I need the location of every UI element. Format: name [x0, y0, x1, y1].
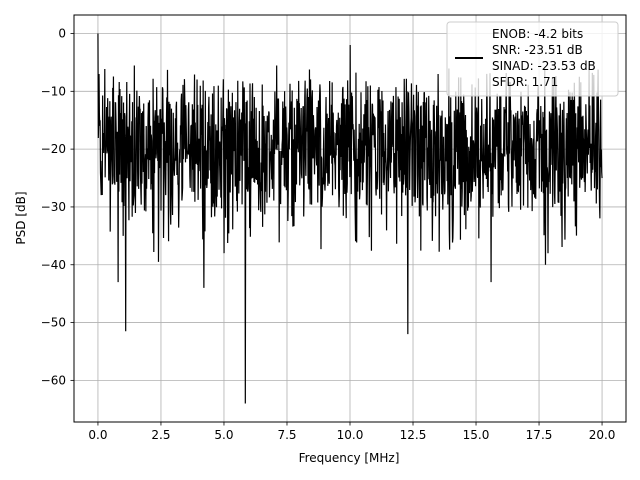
y-axis: 0 −10 −20 −30 −40 −50 −60: [41, 27, 74, 387]
x-tick-label: 10.0: [337, 428, 364, 442]
legend-entry: ENOB: -4.2 bits: [492, 27, 583, 41]
y-axis-label: PSD [dB]: [14, 191, 28, 244]
x-tick-label: 7.5: [277, 428, 296, 442]
y-tick-label: −20: [41, 142, 66, 156]
x-tick-label: 5.0: [214, 428, 233, 442]
legend-entry: SFDR: 1.71: [492, 75, 558, 89]
legend-entry: SINAD: -23.53 dB: [492, 59, 596, 73]
y-tick-label: −40: [41, 258, 66, 272]
x-tick-label: 20.0: [589, 428, 616, 442]
y-tick-label: 0: [58, 27, 66, 41]
psd-line: [97, 33, 603, 404]
legend: ENOB: -4.2 bits SNR: -23.51 dB SINAD: -2…: [446, 21, 619, 97]
x-tick-label: 15.0: [463, 428, 490, 442]
x-tick-label: 2.5: [151, 428, 170, 442]
legend-box: [446, 21, 619, 97]
x-tick-label: 12.5: [400, 428, 427, 442]
psd-series: [97, 33, 603, 404]
x-tick-label: 0.0: [88, 428, 107, 442]
legend-entry: SNR: -23.51 dB: [492, 43, 583, 57]
y-tick-label: −10: [41, 84, 66, 98]
y-tick-label: −50: [41, 316, 66, 330]
y-tick-label: −30: [41, 200, 66, 214]
x-axis: 0.0 2.5 5.0 7.5 10.0 12.5 15.0 17.5 20.0: [88, 422, 615, 442]
y-tick-label: −60: [41, 373, 66, 387]
x-axis-label: Frequency [MHz]: [299, 451, 400, 465]
x-tick-label: 17.5: [526, 428, 553, 442]
